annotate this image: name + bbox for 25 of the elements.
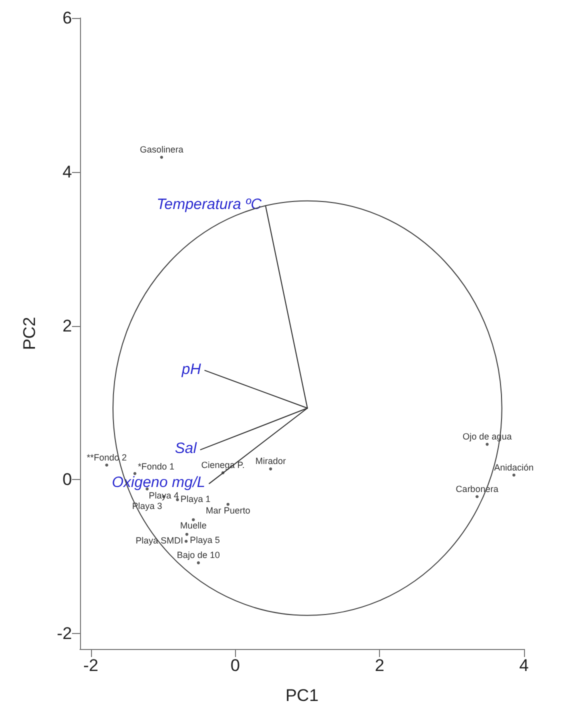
- data-label: Playa 1: [180, 494, 210, 504]
- x-axis-title: PC1: [285, 686, 319, 705]
- y-tick-label: 6: [62, 8, 72, 28]
- data-label: Gasolinera: [140, 144, 184, 154]
- data-label: Cienega P.: [201, 460, 245, 470]
- data-label: Playa 4: [148, 490, 179, 501]
- data-label: Playa SMDI: [136, 535, 184, 546]
- y-tick-label: -2: [56, 624, 72, 644]
- y-tick-label: 0: [62, 470, 72, 490]
- data-label: Mar Puerto: [206, 505, 250, 516]
- y-tick-label: 2: [62, 316, 72, 336]
- y-axis-title: PC2: [20, 316, 39, 350]
- data-label: Mirador: [255, 456, 286, 466]
- data-label: Muelle: [180, 520, 207, 531]
- series-label: Sal: [174, 440, 198, 458]
- data-label: Bajo de 10: [176, 550, 220, 560]
- x-tick-label: 4: [519, 656, 529, 675]
- y-tick-label: 4: [62, 162, 72, 182]
- data-label: Anidación: [494, 462, 534, 472]
- data-label: *Fondo 1: [138, 461, 174, 472]
- data-label: Playa 5: [190, 534, 220, 545]
- series-label: pH: [180, 360, 202, 378]
- x-tick-label: 0: [230, 656, 240, 675]
- x-tick-label: 2: [374, 656, 384, 675]
- x-tick-label: -2: [83, 656, 98, 675]
